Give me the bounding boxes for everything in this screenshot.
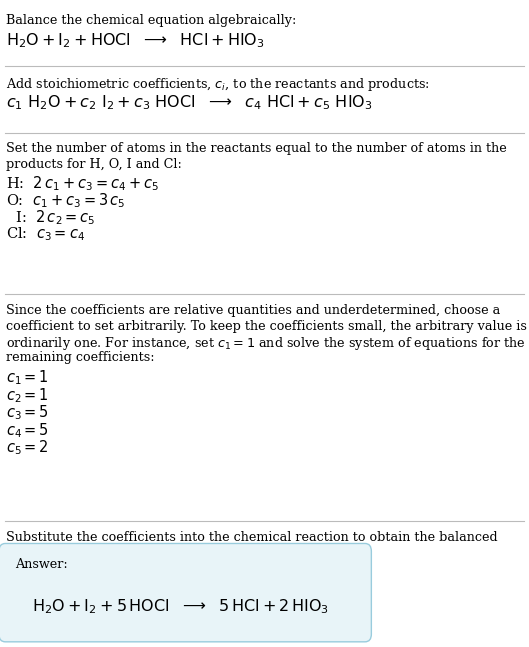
Text: Answer:: Answer:	[15, 558, 68, 571]
Text: Substitute the coefficients into the chemical reaction to obtain the balanced: Substitute the coefficients into the che…	[6, 531, 498, 543]
Text: Cl:  $c_3 = c_4$: Cl: $c_3 = c_4$	[6, 225, 85, 243]
Text: $c_1 = 1$: $c_1 = 1$	[6, 369, 49, 388]
Text: H:  $2\,c_1 + c_3 = c_4 + c_5$: H: $2\,c_1 + c_3 = c_4 + c_5$	[6, 175, 160, 193]
FancyBboxPatch shape	[0, 543, 371, 642]
Text: remaining coefficients:: remaining coefficients:	[6, 351, 155, 364]
Text: Add stoichiometric coefficients, $c_i$, to the reactants and products:: Add stoichiometric coefficients, $c_i$, …	[6, 76, 430, 93]
Text: Balance the chemical equation algebraically:: Balance the chemical equation algebraica…	[6, 14, 297, 27]
Text: $c_2 = 1$: $c_2 = 1$	[6, 386, 49, 405]
Text: $c_3 = 5$: $c_3 = 5$	[6, 404, 49, 422]
Text: Set the number of atoms in the reactants equal to the number of atoms in the: Set the number of atoms in the reactants…	[6, 142, 507, 155]
Text: O:  $c_1 + c_3 = 3\,c_5$: O: $c_1 + c_3 = 3\,c_5$	[6, 192, 126, 210]
Text: $c_5 = 2$: $c_5 = 2$	[6, 439, 49, 457]
Text: coefficient to set arbitrarily. To keep the coefficients small, the arbitrary va: coefficient to set arbitrarily. To keep …	[6, 320, 527, 333]
Text: ordinarily one. For instance, set $c_1 = 1$ and solve the system of equations fo: ordinarily one. For instance, set $c_1 =…	[6, 335, 526, 352]
Text: products for H, O, I and Cl:: products for H, O, I and Cl:	[6, 158, 182, 171]
Text: equation:: equation:	[6, 546, 67, 559]
Text: $c_1\ \mathrm{H_2O} + c_2\ \mathrm{I_2} + c_3\ \mathrm{HOCl}$  $\longrightarrow$: $c_1\ \mathrm{H_2O} + c_2\ \mathrm{I_2} …	[6, 93, 373, 112]
Text: I:  $2\,c_2 = c_5$: I: $2\,c_2 = c_5$	[6, 208, 96, 227]
Text: $\mathrm{H_2O + I_2 + 5\,HOCl}$  $\longrightarrow$  $\mathrm{5\,HCl + 2\,HIO_3}$: $\mathrm{H_2O + I_2 + 5\,HOCl}$ $\longri…	[32, 598, 329, 616]
Text: $\mathrm{H_2O + I_2 + HOCl}$  $\longrightarrow$  $\mathrm{HCl + HIO_3}$: $\mathrm{H_2O + I_2 + HOCl}$ $\longright…	[6, 31, 265, 50]
Text: $c_4 = 5$: $c_4 = 5$	[6, 421, 49, 440]
Text: Since the coefficients are relative quantities and underdetermined, choose a: Since the coefficients are relative quan…	[6, 304, 500, 317]
